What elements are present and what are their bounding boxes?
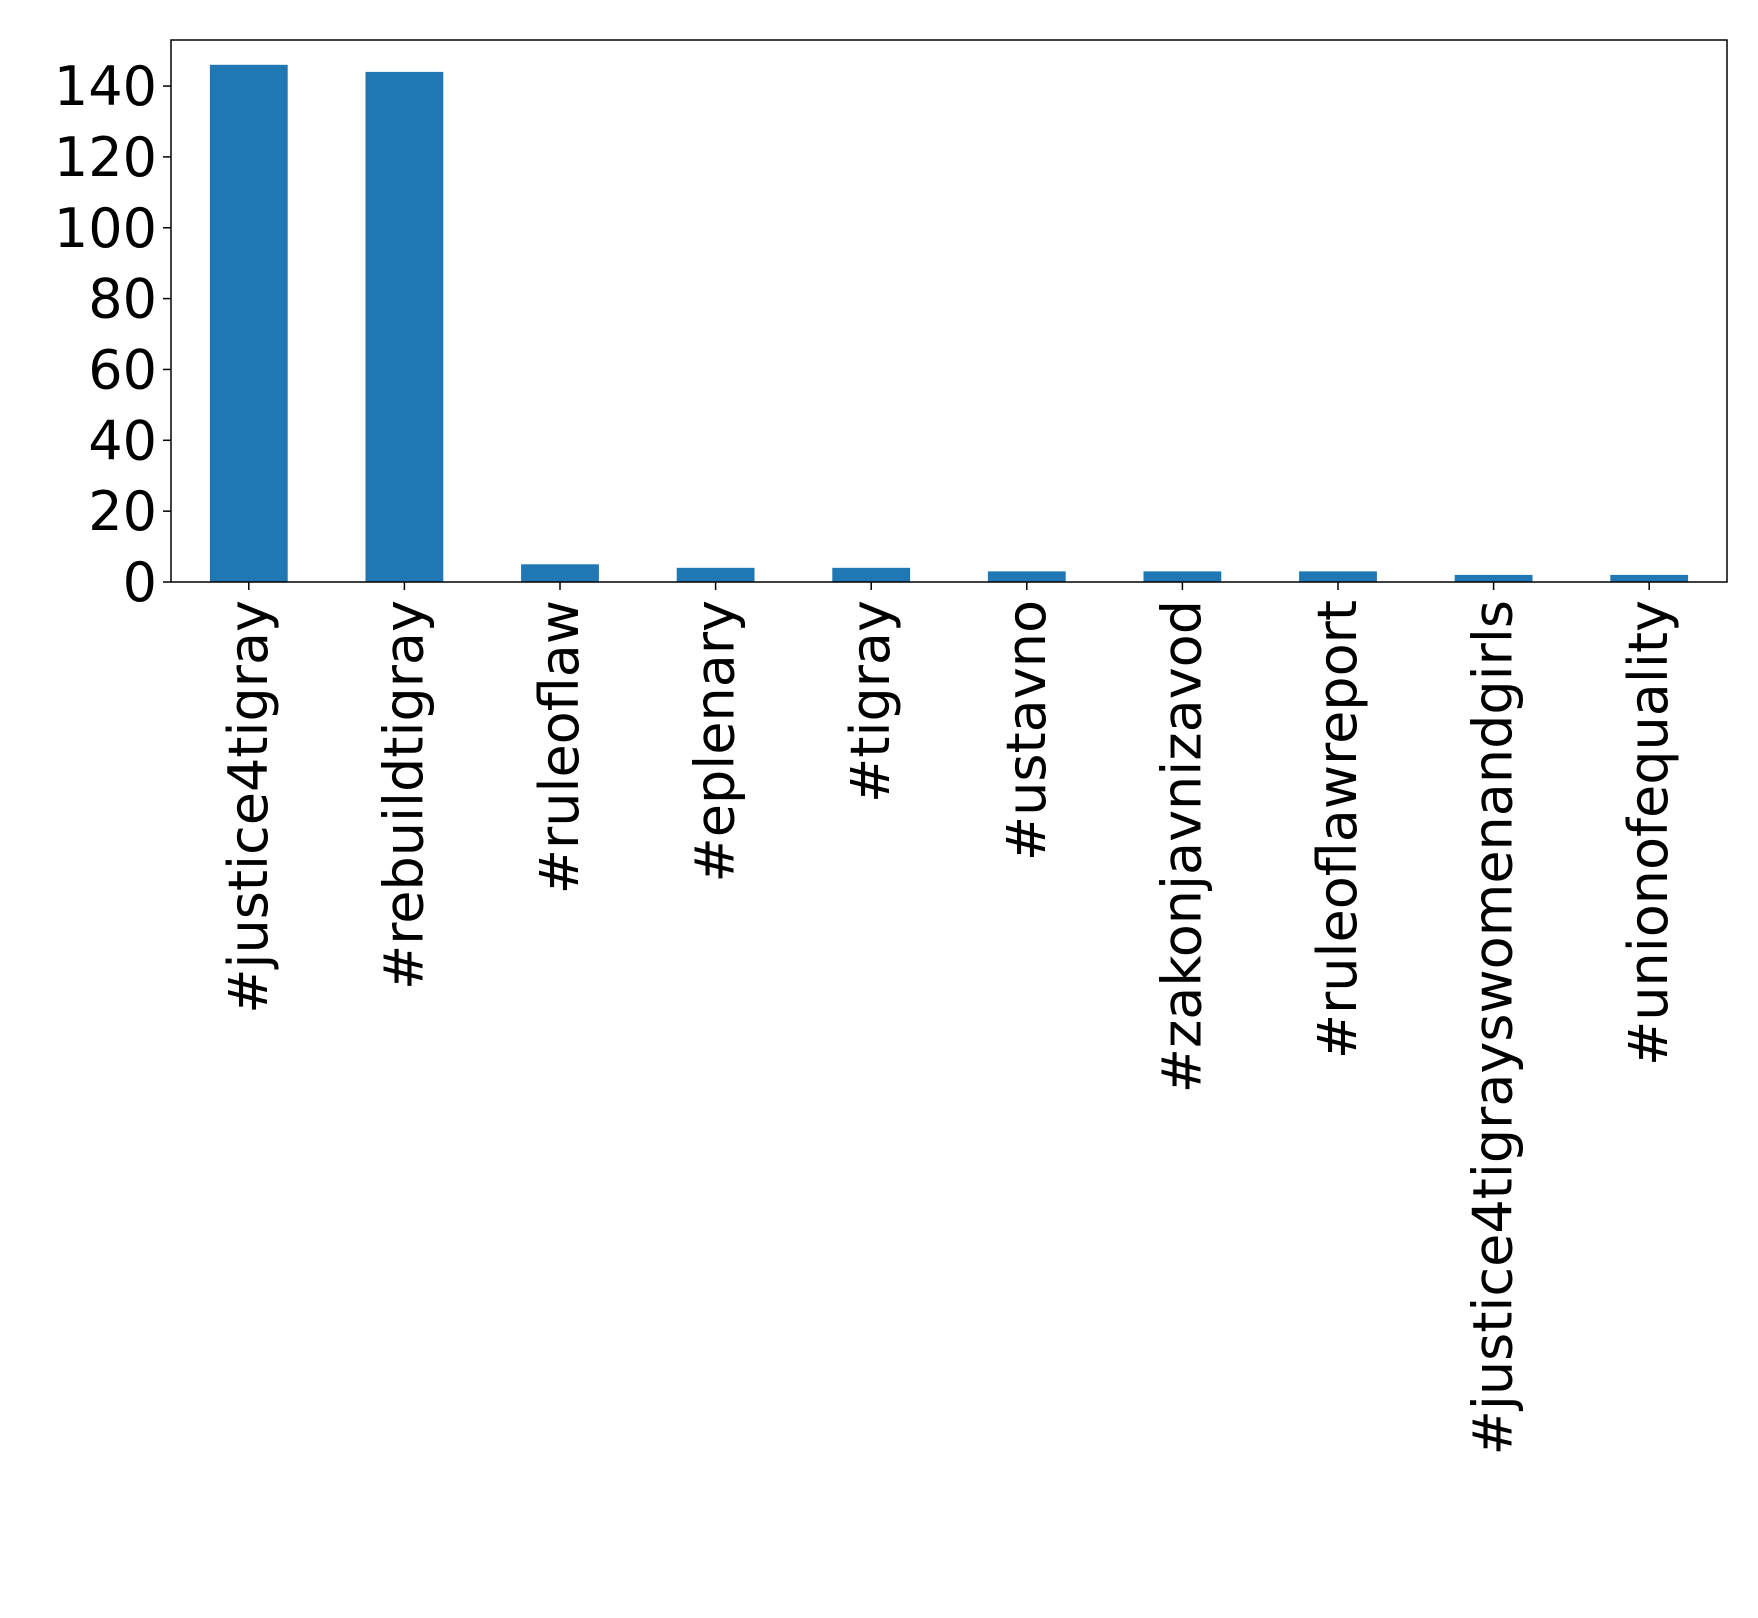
x-axis: #justice4tigray #rebuildtigray #ruleoflaw #… (217, 582, 1680, 1455)
x-tick-label: #ruleoflaw (528, 600, 591, 894)
x-tick-label: #eplenary (684, 600, 747, 882)
y-tick-label: 40 (88, 409, 157, 472)
y-tick-label: 60 (88, 338, 157, 401)
plot-area-frame (170, 39, 1728, 583)
bar-justice4tigrayswomenandgirls (1454, 574, 1533, 582)
y-tick-label: 120 (54, 126, 157, 189)
bar-ruleoflaw (521, 564, 599, 582)
x-tick-label: #ruleoflawreport (1306, 600, 1369, 1059)
x-tick-label: #ustavno (995, 600, 1058, 861)
bar-rebuildtigray (365, 71, 444, 582)
bars (209, 64, 1689, 583)
y-tick-label: 0 (123, 551, 157, 614)
x-tick-label: #zakonjavnizavod (1150, 600, 1213, 1093)
y-tick-label: 80 (88, 268, 157, 331)
bar-unionofequality (1610, 574, 1689, 582)
bar-justice4tigray (209, 64, 288, 583)
bar-tigray (832, 567, 911, 582)
y-axis: 0 20 40 60 80 100 120 140 (54, 55, 171, 614)
x-tick-label: #justice4tigray (217, 600, 280, 1014)
bar-ustavno (987, 571, 1066, 582)
x-tick-label: #justice4tigrayswomenandgirls (1462, 600, 1525, 1455)
x-tick-label: #unionofequality (1617, 600, 1680, 1066)
y-tick-label: 20 (88, 480, 157, 543)
y-tick-label: 100 (54, 197, 157, 260)
bar-zakonjavnizavod (1143, 571, 1222, 582)
bar-eplenary (676, 567, 755, 582)
bar-ruleoflawreport (1299, 571, 1377, 582)
x-tick-label: #tigray (839, 600, 902, 803)
y-tick-label: 140 (54, 55, 157, 118)
x-tick-label: #rebuildtigray (372, 600, 435, 990)
